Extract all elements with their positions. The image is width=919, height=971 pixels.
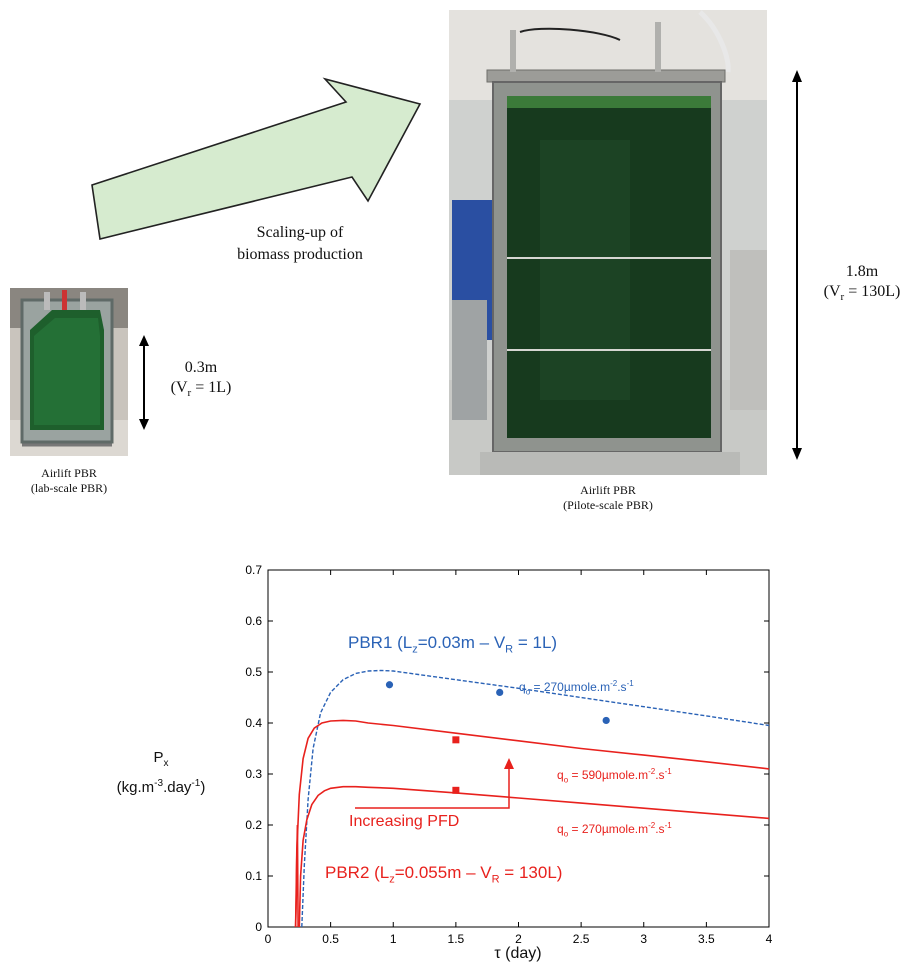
y-axis-label: Px (kg.m-3.day-1) [86, 748, 236, 798]
pbr1-data-point [602, 716, 610, 725]
pbr1-data-point [385, 681, 394, 689]
x-axis-label: τ (day) [494, 945, 542, 962]
x-tick-label: 1.5 [448, 932, 465, 946]
pbr1-label: PBR1 (Lz=0.03m – VR = 1L) [348, 633, 558, 656]
y-tick-label: 0.5 [245, 665, 262, 679]
pilot-height-arrow [792, 70, 802, 460]
scale-up-arrow [91, 77, 422, 240]
lab-height-arrow [139, 335, 149, 430]
increasing-pfd-arrow [355, 758, 514, 809]
series-line-1 [301, 669, 770, 928]
y-axis-label-line2: (kg.m-3.day-1) [116, 778, 206, 796]
scaling-up-label: Scaling-up of biomass production [200, 222, 400, 266]
pilot-caption-line2: (Pilote-scale PBR) [563, 498, 653, 512]
y-tick-label: 0.4 [245, 716, 262, 730]
axis-ticks: 0 0.5 1 1.5 2 2.5 3 3.5 4 0 0.1 0.2 0.3 0.4 0.5 0.6 0.7 [245, 563, 772, 946]
x-tick-label: 0 [265, 932, 272, 946]
q-red-low-label: qo = 270µmole.m-2.s-1 [557, 821, 672, 839]
x-tick-label: 3 [640, 932, 647, 946]
pilot-caption-line1: Airlift PBR [580, 483, 636, 497]
q-red-high-label: qo = 590µmole.m-2.s-1 [557, 767, 672, 785]
pbr2-label: PBR2 (Lz=0.055m – VR = 130L) [325, 863, 563, 886]
q-blue-label: qo = 270µmole.m-2.s-1 [519, 679, 634, 697]
pbr2-data-point [452, 786, 460, 794]
pbr1-data-point [496, 688, 504, 696]
x-tick-label: 0.5 [322, 932, 339, 946]
lab-volume-value: (Vr = 1L) [170, 379, 232, 400]
pilot-height-value: 1.8m [845, 263, 879, 280]
y-tick-label: 0.6 [245, 614, 262, 628]
x-tick-label: 1 [390, 932, 397, 946]
pilot-pbr-photo [449, 10, 767, 475]
y-tick-label: 0.2 [245, 818, 262, 832]
lab-pbr-photo [10, 288, 128, 456]
y-tick-label: 0.1 [245, 869, 262, 883]
lab-height-value: 0.3m [184, 359, 218, 376]
pilot-dimension-label: 1.8m (Vr = 130L) [808, 262, 916, 307]
lab-caption-line1: Airlift PBR [41, 466, 97, 480]
pilot-caption: Airlift PBR (Pilote-scale PBR) [528, 483, 688, 513]
y-axis-label-line1: Px [153, 749, 169, 769]
scaling-up-line1: Scaling-up of [256, 224, 344, 241]
scaling-up-line2: biomass production [237, 246, 363, 263]
series-lines [294, 669, 770, 928]
x-tick-label: 3.5 [698, 932, 715, 946]
lab-caption-line2: (lab-scale PBR) [30, 481, 108, 495]
data-points [385, 681, 610, 794]
y-tick-label: 0 [255, 920, 262, 934]
pilot-volume-value: (Vr = 130L) [823, 283, 901, 304]
scale-up-diagram [10, 10, 802, 475]
x-tick-label: 2.5 [573, 932, 590, 946]
increasing-pfd-label: Increasing PFD [349, 813, 460, 830]
y-tick-label: 0.7 [245, 563, 262, 577]
series-line-2 [294, 719, 770, 928]
productivity-chart: 0 0.5 1 1.5 2 2.5 3 3.5 4 0 0.1 0.2 0.3 0.4 0.5 0.6 0.7 [245, 563, 772, 946]
y-tick-label: 0.3 [245, 767, 262, 781]
lab-dimension-label: 0.3m (Vr = 1L) [156, 358, 246, 403]
series-line-4 [294, 824, 299, 928]
x-tick-label: 2 [515, 932, 522, 946]
lab-caption: Airlift PBR (lab-scale PBR) [4, 466, 134, 496]
pbr2-data-point [452, 736, 460, 744]
x-tick-label: 4 [766, 932, 773, 946]
series-line-3 [298, 785, 770, 928]
